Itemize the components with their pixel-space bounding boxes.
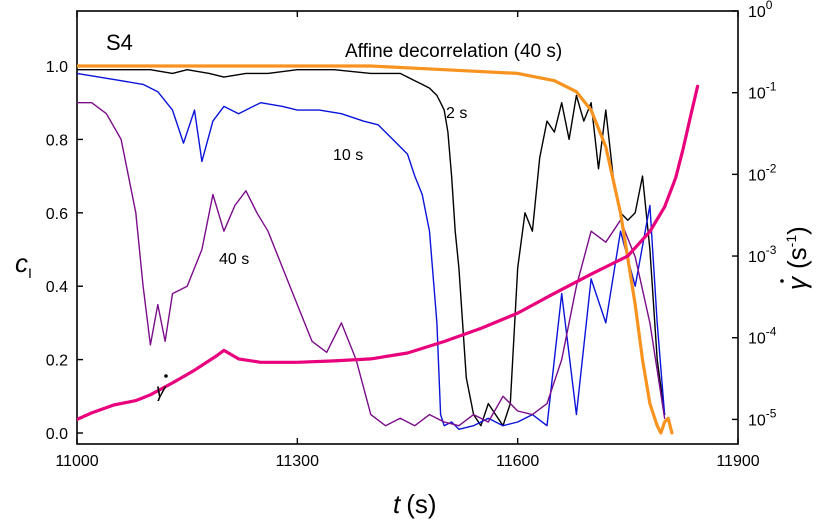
series-layer: [77, 64, 700, 435]
gamma-dot-annotation: γ: [156, 374, 168, 402]
svg-text:γ: γ: [156, 381, 167, 402]
x-tick-label: 11000: [55, 453, 98, 470]
y-right-tick-label: 10-4: [748, 325, 777, 348]
plot-frame: [76, 10, 739, 445]
y-right-tick-label: 10-5: [748, 406, 777, 429]
y-left-axis-title: cI: [15, 248, 32, 281]
y-left-tick-label: 0.2: [46, 353, 68, 370]
y-right-tick-label: 100: [748, 0, 773, 21]
ticks-layer: 11000 11300 11600 11900 0.0 0.2 0.4 0.6 0.8 1.0 10…: [46, 0, 777, 470]
series-line-3: [77, 64, 674, 435]
label-40s: 40 s: [219, 251, 249, 268]
y-right-axis-title: γ(s-1): [780, 226, 812, 290]
y-left-tick-label: 0.6: [46, 206, 68, 223]
y-left-tick-label: 0.4: [46, 279, 68, 296]
svg-text:γ(s-1): γ(s-1): [782, 226, 812, 290]
y-right-tick-label: 10-2: [748, 161, 777, 184]
y-right-tick-label: 10-1: [748, 80, 777, 103]
label-2s: 2 s: [446, 105, 467, 122]
label-10s: 10 s: [333, 147, 363, 164]
y-right-tick-label: 10-3: [748, 243, 777, 266]
series-line-4: [77, 84, 700, 421]
series-line-2: [77, 101, 666, 427]
panel-label: S4: [106, 30, 133, 55]
x-tick-label: 11600: [496, 453, 539, 470]
x-axis-title: t (s): [393, 489, 437, 519]
series-line-1: [77, 72, 666, 430]
x-tick-label: 11300: [276, 453, 319, 470]
x-tick-label: 11900: [716, 453, 759, 470]
y-left-tick-label: 1.0: [46, 59, 68, 76]
y-left-tick-label: 0.8: [46, 132, 68, 149]
y-left-tick-label: 0.0: [46, 426, 68, 443]
affine-annotation: Affine decorrelation (40 s): [345, 41, 562, 62]
